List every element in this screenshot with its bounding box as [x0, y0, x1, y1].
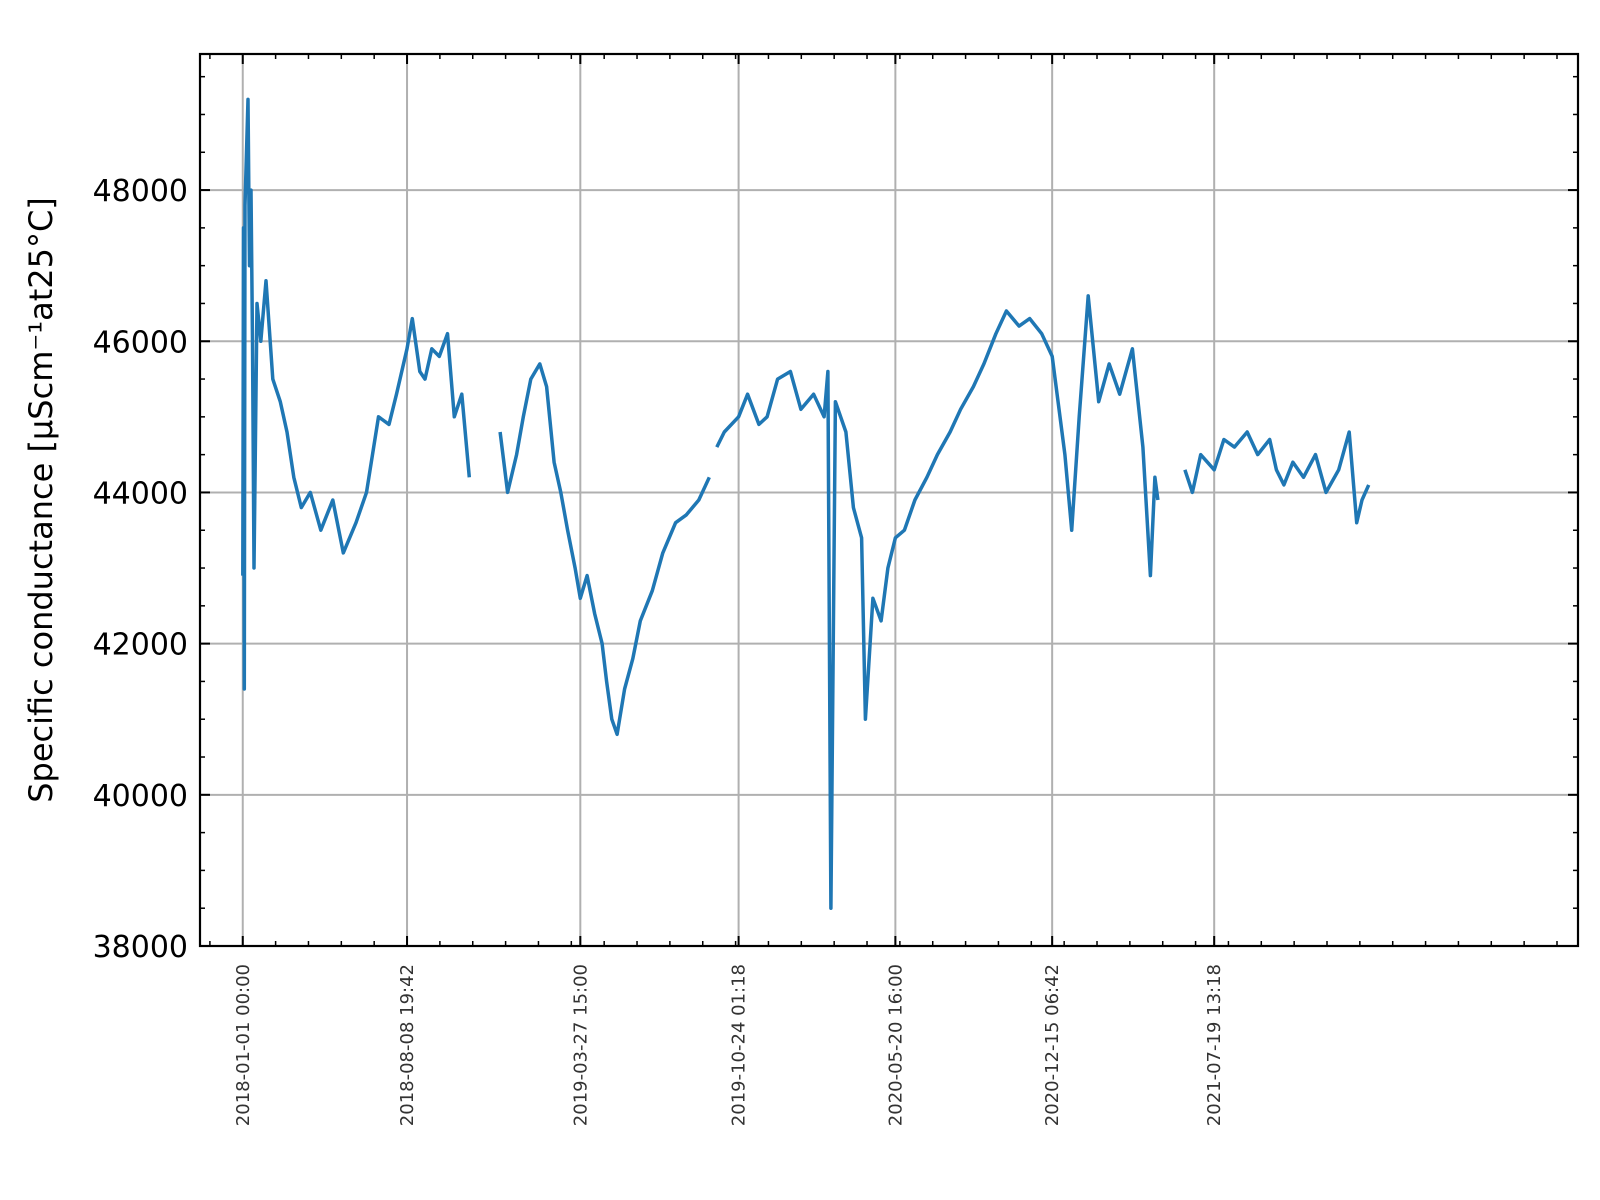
grid [200, 54, 1578, 947]
x-tick-label: 2019-03-27 15:00 [570, 964, 591, 1126]
y-tick-label: 46000 [93, 325, 188, 360]
y-tick-label: 42000 [93, 628, 188, 663]
y-tick-labels: 38000 40000 42000 44000 46000 48000 [93, 174, 188, 965]
y-tick-label: 44000 [93, 476, 188, 511]
series-line-segment [715, 294, 1160, 910]
series-line-segment [1183, 430, 1371, 525]
x-tick-labels: 2018-01-01 00:00 2018-08-08 19:42 2019-03-… [233, 964, 1225, 1126]
series-line-segment [498, 362, 711, 737]
x-tick-label: 2019-10-24 01:18 [729, 964, 750, 1126]
y-tick-label: 40000 [93, 779, 188, 814]
x-tick-label: 2018-01-01 00:00 [233, 964, 254, 1126]
series-layer [241, 97, 1371, 910]
y-tick-label: 38000 [93, 930, 188, 965]
y-axis-label: Specific conductance [μScm⁻¹at25°C] [22, 197, 60, 803]
plot-frame [198, 52, 1580, 948]
x-tick-label: 2020-12-15 06:42 [1042, 964, 1063, 1126]
x-tick-label: 2020-05-20 16:00 [885, 964, 906, 1126]
x-tick-label: 2021-07-19 13:18 [1204, 964, 1225, 1126]
y-tick-label: 48000 [93, 174, 188, 209]
series-line-segment [241, 97, 472, 691]
x-tick-label: 2018-08-08 19:42 [397, 964, 418, 1126]
